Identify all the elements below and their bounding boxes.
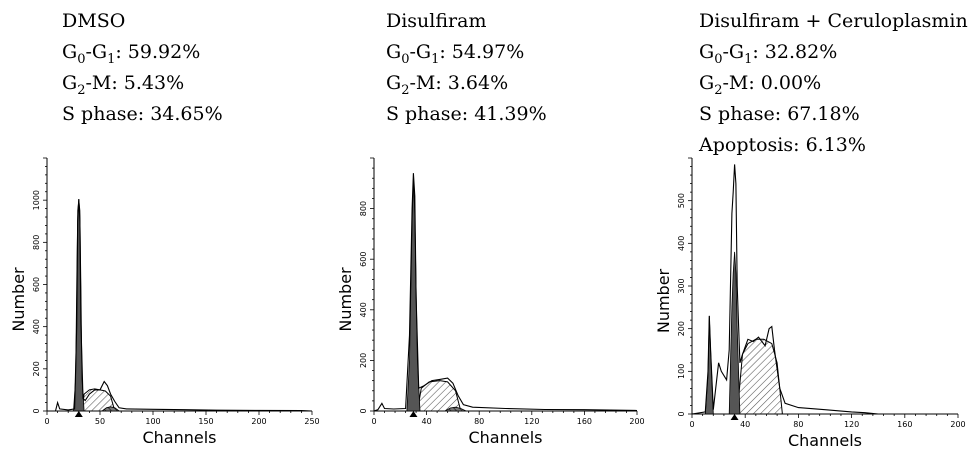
y-tick-label: 1000 xyxy=(32,190,41,210)
g1-marker xyxy=(730,414,739,420)
annotation-line: DMSO xyxy=(62,10,125,32)
y-tick-label: 800 xyxy=(359,201,368,216)
x-tick-label: 200 xyxy=(251,417,266,426)
x-tick-label: 0 xyxy=(371,417,376,426)
y-tick-label: 600 xyxy=(32,277,41,292)
histogram-panel: DMSO G0-G1: 59.92% G2-M: 5.43% S phase: 34.… xyxy=(9,10,320,447)
annotation-line: S phase: 67.18% xyxy=(699,103,860,125)
annotation-line: G2-M: 5.43% xyxy=(62,72,184,98)
x-tick-label: 160 xyxy=(577,417,592,426)
annotation-line: Disulfiram + Ceruloplasmin xyxy=(699,10,968,32)
x-tick-label: 50 xyxy=(95,417,105,426)
annotation-line: Apoptosis: 6.13% xyxy=(698,134,866,156)
annotation-line: G0-G1: 54.97% xyxy=(386,41,524,67)
x-tick-label: 40 xyxy=(740,420,750,429)
annotation-line: G0-G1: 59.92% xyxy=(62,41,200,67)
x-tick-label: 80 xyxy=(793,420,803,429)
x-tick-label: 200 xyxy=(629,417,644,426)
y-tick-label: 0 xyxy=(32,408,41,413)
x-axis-title: Channels xyxy=(468,428,542,447)
y-tick-label: 200 xyxy=(677,321,686,336)
histogram-line xyxy=(47,199,313,412)
x-tick-label: 40 xyxy=(422,417,432,426)
histogram-panel: Disulfiram G0-G1: 54.97% G2-M: 3.64% S phas… xyxy=(336,10,645,447)
y-axis-title: Number xyxy=(654,268,673,333)
x-tick-label: 80 xyxy=(474,417,484,426)
x-tick-label: 200 xyxy=(950,420,965,429)
histogram-panel: Disulfiram + Ceruloplasmin G0-G1: 32.82% G… xyxy=(654,10,968,449)
annotation-line: G2-M: 3.64% xyxy=(386,72,508,98)
annotation-line: S phase: 41.39% xyxy=(386,103,547,125)
g2-peak xyxy=(443,406,467,412)
y-tick-label: 400 xyxy=(359,302,368,317)
x-tick-label: 250 xyxy=(304,417,319,426)
x-tick-label: 0 xyxy=(689,420,694,429)
y-tick-label: 200 xyxy=(32,361,41,376)
histogram-line xyxy=(373,173,638,412)
g1-marker xyxy=(74,411,83,417)
annotation-line: G2-M: 0.00% xyxy=(699,72,821,98)
y-axis-title: Number xyxy=(9,267,28,332)
y-tick-label: 0 xyxy=(677,411,686,416)
y-tick-label: 200 xyxy=(359,353,368,368)
x-tick-label: 120 xyxy=(844,420,859,429)
y-tick-label: 400 xyxy=(677,236,686,251)
x-tick-label: 120 xyxy=(524,417,539,426)
y-tick-label: 400 xyxy=(32,319,41,334)
y-axis-title: Number xyxy=(336,267,355,332)
x-tick-label: 100 xyxy=(145,417,160,426)
g1-marker xyxy=(409,411,418,417)
histogram-line xyxy=(691,164,879,415)
y-tick-label: 300 xyxy=(677,278,686,293)
g1-peak xyxy=(728,251,741,415)
g2-peak xyxy=(100,406,121,412)
y-tick-label: 100 xyxy=(677,364,686,379)
annotation-line: S phase: 34.65% xyxy=(62,103,223,125)
y-tick-label: 0 xyxy=(359,408,368,413)
x-axis-title: Channels xyxy=(142,428,216,447)
annotation-line: Disulfiram xyxy=(386,10,486,32)
x-tick-label: 160 xyxy=(897,420,912,429)
y-tick-label: 500 xyxy=(677,193,686,208)
x-tick-label: 150 xyxy=(198,417,213,426)
x-axis-title: Channels xyxy=(788,431,862,449)
y-tick-label: 600 xyxy=(359,252,368,267)
x-tick-label: 0 xyxy=(44,417,49,426)
y-tick-label: 800 xyxy=(32,235,41,250)
annotation-line: G0-G1: 32.82% xyxy=(699,41,837,67)
s-phase-area xyxy=(416,380,462,412)
